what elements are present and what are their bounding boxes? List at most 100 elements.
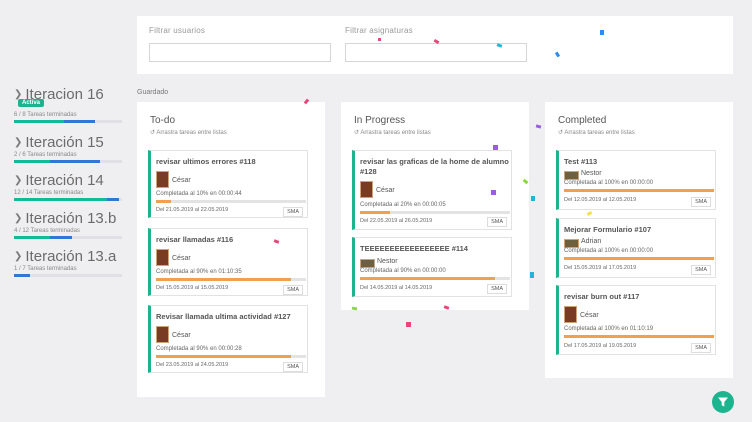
date-range: Del 22.05.2019 al 26.05.2019 bbox=[360, 218, 433, 224]
subject-tag: SMA bbox=[691, 197, 711, 207]
chevron-right-icon: ❯ bbox=[14, 137, 23, 148]
sidebar-item-iteracion-13b[interactable]: ❯ Iteración 13.b 4 / 12 Tareas terminadas bbox=[14, 210, 122, 248]
sidebar-item-iteracion-14[interactable]: ❯ Iteración 14 12 / 14 Tareas terminadas bbox=[14, 172, 122, 210]
confetti-piece bbox=[530, 272, 534, 278]
column-hint: ↺ Arrastra tareas entre listas bbox=[558, 130, 635, 136]
assignee-name: Nestor bbox=[377, 258, 398, 265]
filter-icon bbox=[718, 397, 728, 407]
progress-bar bbox=[564, 189, 714, 192]
task-card[interactable]: revisar las graficas de la home de alumn… bbox=[352, 150, 512, 230]
assignee-name: César bbox=[172, 255, 191, 262]
chevron-right-icon: ❯ bbox=[14, 251, 23, 262]
iteration-progress-bar bbox=[14, 236, 122, 239]
avatar bbox=[360, 181, 373, 198]
avatar bbox=[360, 259, 375, 268]
sidebar-item-iteracion-13a[interactable]: ❯ Iteración 13.a 1 / 7 Tareas terminadas bbox=[14, 248, 122, 286]
chevron-right-icon: ❯ bbox=[14, 175, 23, 186]
date-range: Del 12.05.2019 al 12.05.2019 bbox=[564, 197, 637, 203]
iteration-progress-bar bbox=[14, 120, 122, 123]
iteration-summary: 4 / 12 Tareas terminadas bbox=[14, 228, 80, 234]
progress-fill bbox=[564, 189, 714, 192]
confetti-piece bbox=[406, 322, 411, 327]
task-card[interactable]: revisar llamadas #116 César Completada a… bbox=[148, 228, 308, 296]
date-range: Del 15.05.2019 al 15.05.2019 bbox=[156, 285, 229, 291]
assignee-name: César bbox=[172, 332, 191, 339]
progress-fill bbox=[156, 278, 291, 281]
column-hint: ↺ Arrastra tareas entre listas bbox=[354, 130, 431, 136]
progress-bar bbox=[564, 257, 714, 260]
task-title: revisar las graficas de la home de alumn… bbox=[360, 157, 509, 176]
completion-text: Completada al 10% en 00:00:44 bbox=[156, 191, 242, 197]
task-card[interactable]: Revisar llamada ultima actividad #127 Cé… bbox=[148, 305, 308, 373]
filter-panel: Filtrar usuarios Filtrar asignaturas bbox=[137, 16, 733, 74]
progress-bar bbox=[360, 211, 510, 214]
progress-bar bbox=[156, 200, 306, 203]
task-title: revisar burn out #117 bbox=[564, 292, 640, 301]
progress-fill bbox=[564, 257, 714, 260]
task-title: Revisar llamada ultima actividad #127 bbox=[156, 312, 291, 321]
avatar bbox=[564, 306, 577, 323]
users-filter-input[interactable] bbox=[149, 43, 331, 62]
avatar bbox=[156, 249, 169, 266]
iteration-summary: 1 / 7 Tareas terminadas bbox=[14, 266, 77, 272]
iteration-summary: 6 / 8 Tareas terminadas bbox=[14, 112, 77, 118]
confetti-piece bbox=[600, 30, 604, 35]
task-title: TEEEEEEEEEEEEEEEEE #114 bbox=[360, 244, 468, 253]
sidebar-item-iteracion-15[interactable]: ❯ Iteración 15 2 / 6 Tareas terminadas bbox=[14, 134, 122, 172]
chevron-right-icon: ❯ bbox=[14, 213, 23, 224]
task-title: Test #113 bbox=[564, 157, 598, 166]
task-card[interactable]: revisar ultimos errores #118 César Compl… bbox=[148, 150, 308, 218]
iteration-title: Iteración 15 bbox=[25, 133, 104, 151]
progress-fill bbox=[156, 200, 171, 203]
iteration-progress-bar bbox=[14, 274, 122, 277]
iteration-title: Iteracion 16 bbox=[25, 85, 104, 103]
task-title: Mejorar Formulario #107 bbox=[564, 225, 652, 234]
assignee-name: Nestor bbox=[581, 170, 602, 177]
progress-fill bbox=[156, 355, 291, 358]
subject-tag: SMA bbox=[283, 207, 303, 217]
users-filter-label: Filtrar usuarios bbox=[149, 26, 206, 35]
subject-tag: SMA bbox=[487, 217, 507, 227]
filter-fab-button[interactable] bbox=[712, 391, 734, 413]
iteration-title: Iteración 13.b bbox=[25, 209, 117, 227]
column-todo: To-do ↺ Arrastra tareas entre listas rev… bbox=[137, 102, 325, 397]
progress-fill bbox=[564, 335, 714, 338]
column-hint: ↺ Arrastra tareas entre listas bbox=[150, 130, 227, 136]
confetti-piece bbox=[491, 190, 496, 195]
task-title: revisar ultimos errores #118 bbox=[156, 157, 256, 166]
completion-text: Completada al 100% en 00:00:00 bbox=[564, 248, 654, 254]
progress-bar bbox=[156, 278, 306, 281]
column-title: Completed bbox=[558, 115, 607, 126]
date-range: Del 21.05.2019 al 22.05.2019 bbox=[156, 207, 229, 213]
subject-tag: SMA bbox=[283, 362, 303, 372]
task-card[interactable]: Mejorar Formulario #107 Adrian Completad… bbox=[556, 218, 716, 278]
task-title: revisar llamadas #116 bbox=[156, 235, 234, 244]
date-range: Del 17.05.2019 al 19.05.2019 bbox=[564, 343, 637, 349]
iteration-summary: 2 / 6 Tareas terminadas bbox=[14, 152, 77, 158]
task-card[interactable]: revisar burn out #117 César Completada a… bbox=[556, 285, 716, 355]
assignee-name: Adrian bbox=[581, 238, 602, 245]
progress-fill bbox=[360, 211, 390, 214]
subject-tag: SMA bbox=[487, 284, 507, 294]
task-card[interactable]: TEEEEEEEEEEEEEEEEE #114 Nestor Completad… bbox=[352, 237, 512, 297]
iteration-progress-bar bbox=[14, 160, 122, 163]
date-range: Del 23.05.2019 al 24.05.2019 bbox=[156, 362, 229, 368]
confetti-piece bbox=[531, 196, 535, 201]
completion-text: Completada al 20% en 00:00:05 bbox=[360, 202, 446, 208]
column-title: To-do bbox=[150, 115, 176, 126]
saved-status: Guardado bbox=[137, 89, 169, 96]
task-card[interactable]: Test #113 Nestor Completada al 100% en 0… bbox=[556, 150, 716, 210]
completion-text: Completada al 100% en 00:00:00 bbox=[564, 180, 654, 186]
completion-text: Completada al 90% en 00:00:28 bbox=[156, 346, 242, 352]
confetti-piece bbox=[535, 124, 542, 129]
active-badge: Activa bbox=[18, 99, 45, 107]
assignee-name: César bbox=[580, 312, 599, 319]
avatar bbox=[156, 171, 169, 188]
avatar bbox=[156, 326, 169, 343]
assignee-name: César bbox=[376, 187, 395, 194]
sidebar-item-iteracion-16[interactable]: ❯ Iteracion 16 Activa 6 / 8 Tareas termin… bbox=[14, 86, 122, 124]
iteration-title: Iteración 13.a bbox=[25, 247, 117, 265]
column-completed: Completed ↺ Arrastra tareas entre listas… bbox=[545, 102, 733, 378]
avatar bbox=[564, 171, 579, 180]
progress-bar bbox=[156, 355, 306, 358]
